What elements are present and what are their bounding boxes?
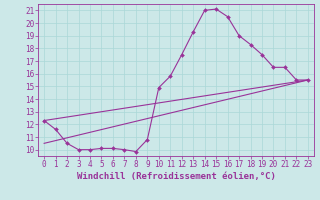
- X-axis label: Windchill (Refroidissement éolien,°C): Windchill (Refroidissement éolien,°C): [76, 172, 276, 181]
